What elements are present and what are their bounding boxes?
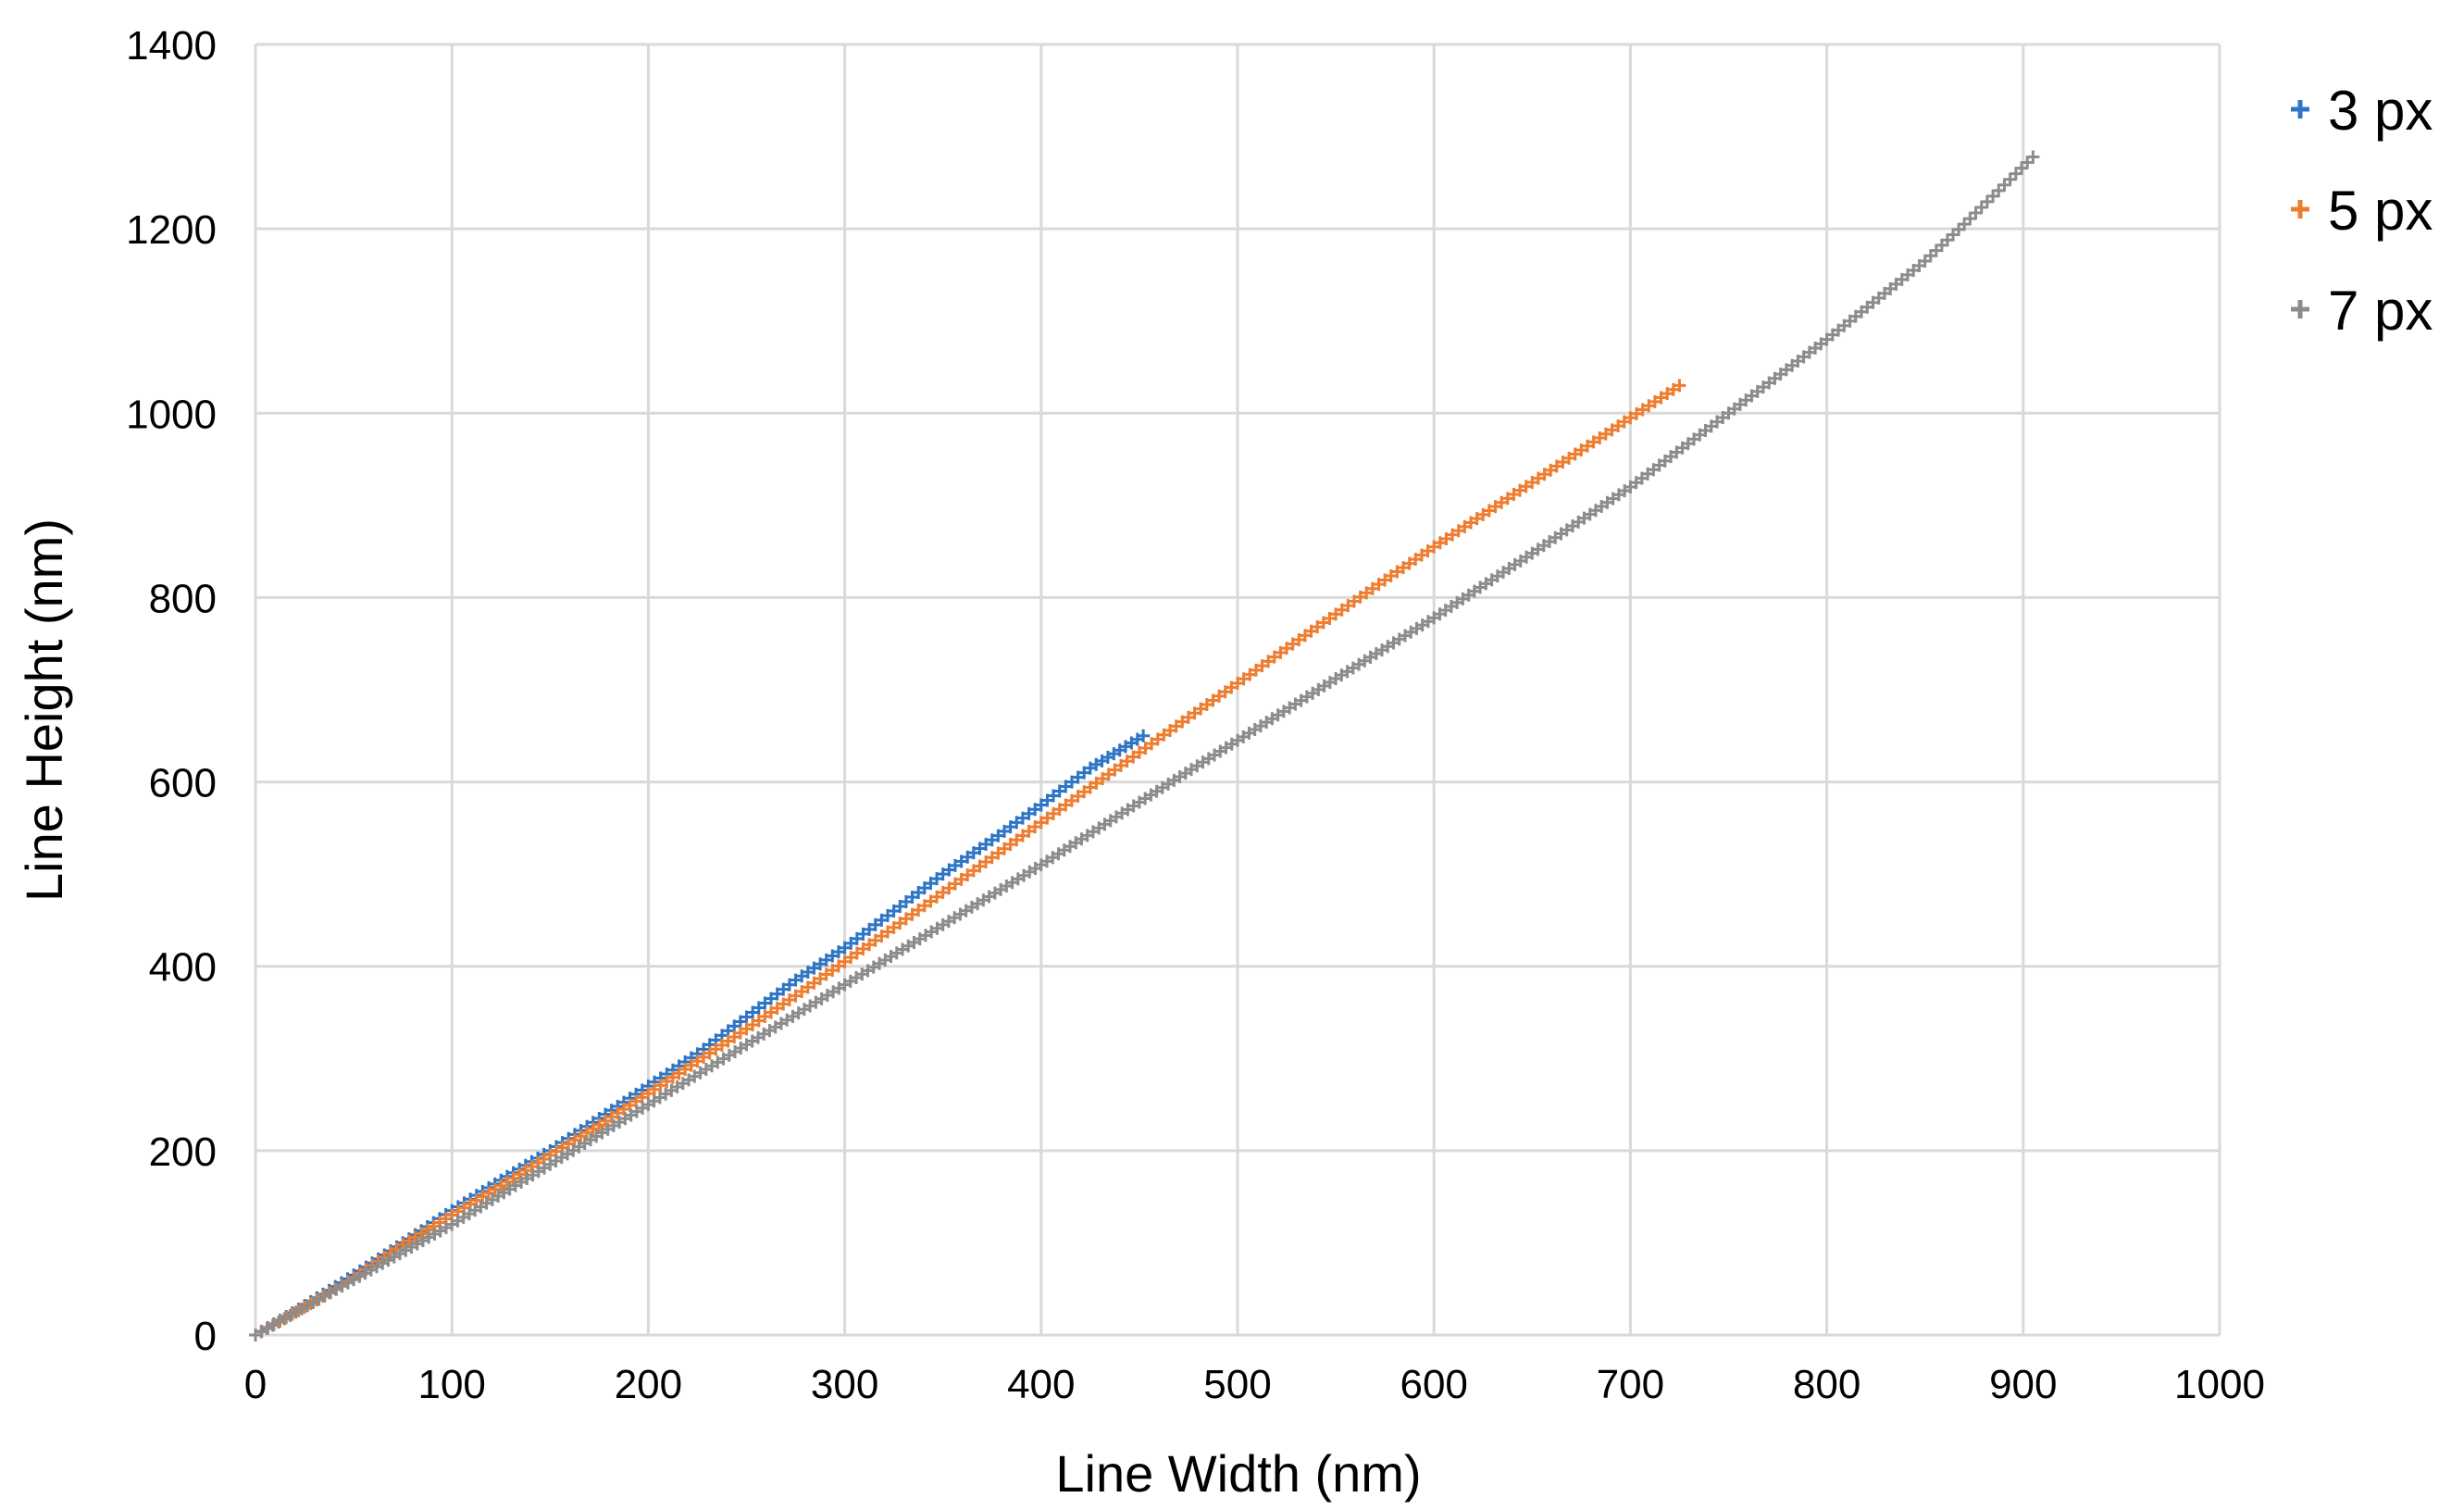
x-axis-title: Line Width (nm) xyxy=(1055,1444,1421,1503)
data-point xyxy=(1137,729,1151,743)
y-tick-label: 1400 xyxy=(126,23,217,69)
legend-label: 5 px xyxy=(2328,180,2433,242)
legend-item: 3 px xyxy=(2291,80,2433,142)
series-3-px xyxy=(249,729,1151,1342)
legend-marker xyxy=(2291,100,2309,119)
legend-marker xyxy=(2291,300,2309,318)
x-tick-label: 400 xyxy=(1007,1362,1075,1407)
y-tick-label: 0 xyxy=(194,1314,217,1359)
grid-lines xyxy=(254,43,2221,1337)
legend-item: 5 px xyxy=(2291,180,2433,242)
series-7-px xyxy=(249,150,2040,1342)
y-tick-label: 400 xyxy=(149,945,217,991)
x-tick-label: 100 xyxy=(417,1362,485,1407)
series-group xyxy=(249,150,2040,1342)
x-tick-label: 900 xyxy=(1989,1362,2057,1407)
data-point xyxy=(2026,150,2040,164)
x-tick-label: 500 xyxy=(1203,1362,1271,1407)
legend-label: 3 px xyxy=(2328,80,2433,142)
x-tick-label: 200 xyxy=(615,1362,682,1407)
x-tick-label: 800 xyxy=(1793,1362,1860,1407)
x-tick-label: 1000 xyxy=(2174,1362,2265,1407)
y-tick-label: 600 xyxy=(149,761,217,806)
x-tick-label: 300 xyxy=(811,1362,878,1407)
y-tick-label: 1000 xyxy=(126,392,217,437)
legend-item: 7 px xyxy=(2291,280,2433,342)
y-axis-ticks: 0 200 400 600 800 1000 1200 1400 xyxy=(126,23,217,1359)
data-point xyxy=(1673,379,1686,393)
x-axis-ticks: 0 100 200 300 400 500 600 700 800 900 1000 xyxy=(244,1362,2265,1407)
legend: 3 px 5 px 7 px xyxy=(2291,80,2433,342)
y-tick-label: 800 xyxy=(149,576,217,621)
y-axis-title: Line Height (nm) xyxy=(15,518,73,902)
legend-label: 7 px xyxy=(2328,280,2433,342)
legend-marker xyxy=(2291,200,2309,218)
x-tick-label: 0 xyxy=(244,1362,267,1407)
x-tick-label: 700 xyxy=(1597,1362,1664,1407)
y-tick-label: 200 xyxy=(149,1129,217,1175)
y-tick-label: 1200 xyxy=(126,207,217,253)
x-tick-label: 600 xyxy=(1400,1362,1467,1407)
